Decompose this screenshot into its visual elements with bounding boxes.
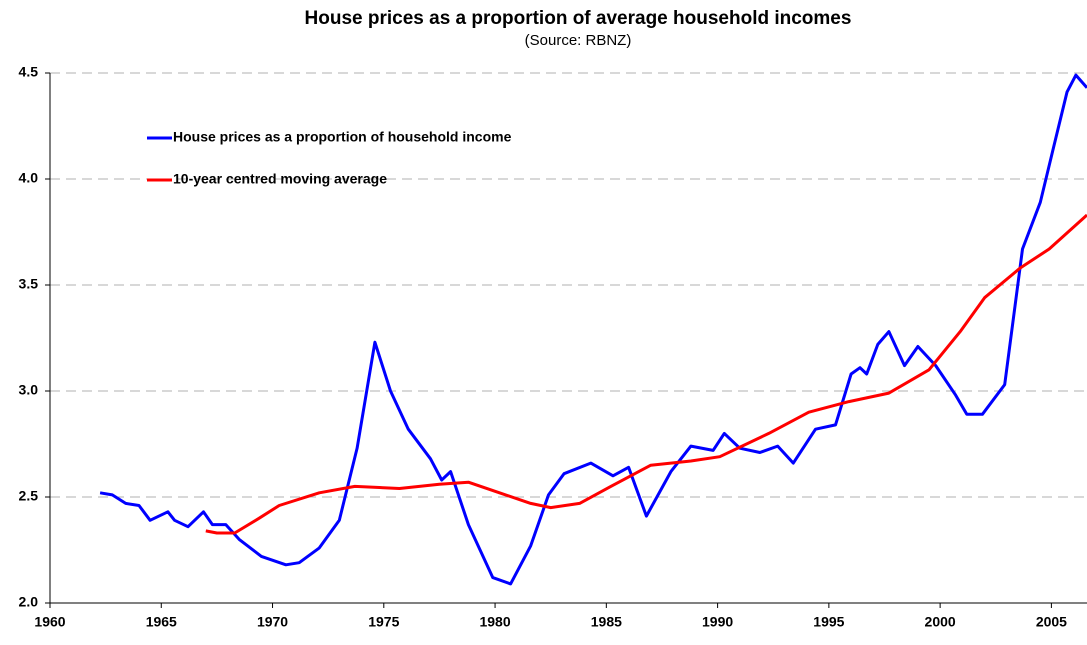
- y-tick-label: 2.5: [19, 488, 39, 504]
- x-tick-label: 1970: [257, 614, 288, 630]
- x-tick-label: 2005: [1036, 614, 1067, 630]
- y-tick-label: 4.0: [19, 170, 39, 186]
- x-tick-label: 1965: [146, 614, 177, 630]
- y-tick-label: 3.5: [19, 276, 39, 292]
- x-tick-label: 2000: [925, 614, 956, 630]
- y-tick-label: 2.0: [19, 594, 39, 610]
- legend-label: House prices as a proportion of househol…: [173, 129, 512, 145]
- chart-title: House prices as a proportion of average …: [305, 8, 852, 29]
- x-tick-label: 1995: [813, 614, 844, 630]
- x-tick-label: 1985: [591, 614, 622, 630]
- y-tick-label: 3.0: [19, 382, 39, 398]
- x-tick-label: 1990: [702, 614, 733, 630]
- y-tick-label: 4.5: [19, 64, 39, 80]
- x-tick-label: 1980: [479, 614, 510, 630]
- x-tick-label: 1960: [34, 614, 65, 630]
- line-series: [205, 213, 1087, 535]
- legend-label: 10-year centred moving average: [173, 171, 387, 187]
- line-series: [99, 73, 1087, 586]
- x-tick-label: 1975: [368, 614, 399, 630]
- chart-subtitle: (Source: RBNZ): [525, 32, 632, 49]
